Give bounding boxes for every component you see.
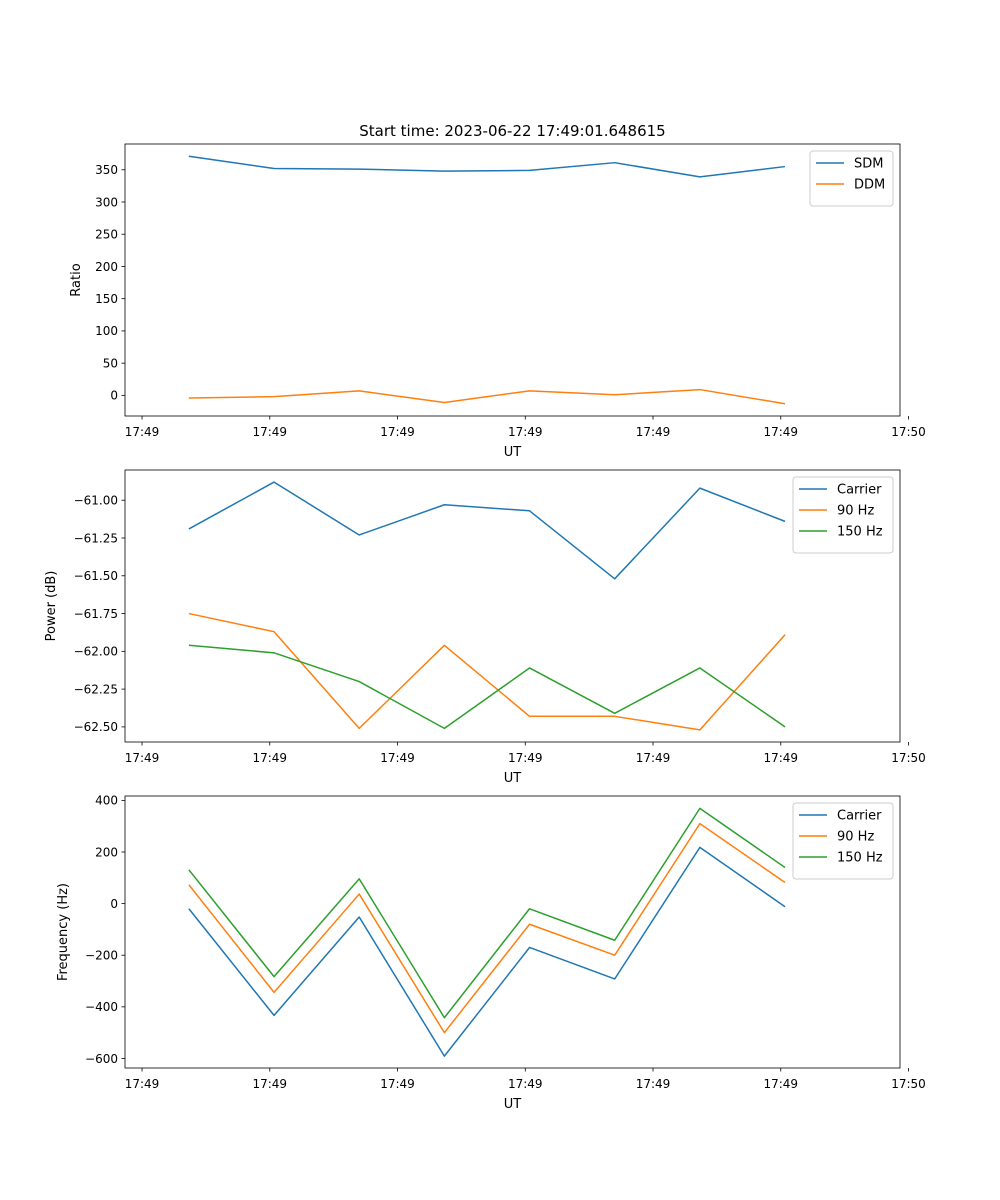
y-tick-label: 0 — [110, 897, 118, 911]
x-tick-label: 17:49 — [125, 425, 160, 439]
y-tick-label: −61.25 — [74, 531, 118, 545]
x-tick-label: 17:49 — [636, 751, 671, 765]
x-axis-label: UT — [504, 771, 522, 786]
figure-title: Start time: 2023-06-22 17:49:01.648615 — [359, 122, 665, 140]
y-tick-label: −200 — [85, 949, 118, 963]
x-tick-label: 17:49 — [252, 425, 287, 439]
legend-label: SDM — [854, 157, 883, 172]
y-tick-label: 100 — [95, 324, 118, 338]
y-tick-label: −600 — [85, 1052, 118, 1066]
y-tick-label: −61.00 — [74, 494, 118, 508]
y-tick-label: 50 — [103, 356, 118, 370]
series-line-carrier — [188, 846, 786, 1057]
legend-label: DDM — [854, 178, 885, 193]
x-tick-label: 17:49 — [763, 425, 798, 439]
y-axis-label: Power (dB) — [44, 571, 59, 642]
panels: 17:49 17:49 17:49 17:49 17:49 17:49 17:50 0 50 10… — [44, 143, 926, 1112]
series-line-sdm — [188, 155, 786, 178]
x-tick-label: 17:49 — [380, 751, 415, 765]
y-tick-label: −400 — [85, 1000, 118, 1014]
x-tick-label: 17:49 — [636, 425, 671, 439]
y-tick-label: 400 — [95, 794, 118, 808]
x-tick-label: 17:49 — [508, 425, 543, 439]
y-tick-label: −61.75 — [74, 607, 118, 621]
legend-box — [792, 476, 894, 554]
x-axis-label: UT — [504, 445, 522, 460]
x-tick-label: 17:50 — [891, 1077, 926, 1091]
chart-panel-1: 17:49 17:49 17:49 17:49 17:49 17:49 17:50 0 50 10… — [69, 143, 926, 460]
x-tick-label: 17:49 — [380, 425, 415, 439]
x-tick-label: 17:49 — [252, 1077, 287, 1091]
series-line-90-hz — [188, 822, 786, 1034]
legend: Carrier 90 Hz 150 Hz — [792, 476, 894, 554]
y-tick-label: −62.00 — [74, 645, 118, 659]
y-tick-label: 250 — [95, 228, 118, 242]
legend-label: Carrier — [837, 483, 882, 498]
legend-box — [792, 802, 894, 880]
x-tick-label: 17:49 — [763, 1077, 798, 1091]
x-tick-label: 17:49 — [125, 1077, 160, 1091]
x-tick-label: 17:49 — [508, 751, 543, 765]
y-tick-label: −62.25 — [74, 682, 118, 696]
series-line-90-hz — [188, 612, 786, 731]
y-tick-label: 0 — [110, 389, 118, 403]
legend-label: 90 Hz — [837, 504, 874, 519]
y-tick-label: 200 — [95, 260, 118, 274]
legend-label: 150 Hz — [837, 851, 883, 866]
legend-label: Carrier — [837, 809, 882, 824]
x-tick-label: 17:50 — [891, 751, 926, 765]
legend: SDM DDM — [809, 150, 894, 207]
x-tick-label: 17:49 — [636, 1077, 671, 1091]
series-line-150-hz — [188, 807, 786, 1019]
y-tick-label: 200 — [95, 845, 118, 859]
y-axis-label: Frequency (Hz) — [56, 883, 71, 981]
legend-label: 150 Hz — [837, 525, 883, 540]
y-axis-label: Ratio — [69, 263, 84, 296]
series-line-ddm — [188, 388, 786, 405]
x-tick-label: 17:49 — [380, 1077, 415, 1091]
x-tick-label: 17:49 — [508, 1077, 543, 1091]
x-tick-label: 17:49 — [252, 751, 287, 765]
y-tick-label: 300 — [95, 195, 118, 209]
axes-frame — [124, 143, 901, 417]
axes-frame — [124, 795, 901, 1069]
legend-box — [809, 150, 894, 207]
legend-label: 90 Hz — [837, 830, 874, 845]
chart-panel-3: 17:49 17:49 17:49 17:49 17:49 17:49 17:50 400 20… — [56, 794, 926, 1112]
legend: Carrier 90 Hz 150 Hz — [792, 802, 894, 880]
x-tick-label: 17:49 — [125, 751, 160, 765]
y-tick-label: −62.50 — [74, 720, 118, 734]
series-line-150-hz — [188, 644, 786, 730]
y-tick-label: 150 — [95, 292, 118, 306]
y-tick-label: −61.50 — [74, 569, 118, 583]
series-line-carrier — [188, 481, 786, 580]
chart-panel-2: 17:49 17:49 17:49 17:49 17:49 17:49 17:50 −61.0… — [44, 469, 926, 786]
y-tick-label: 350 — [95, 163, 118, 177]
x-tick-label: 17:50 — [891, 425, 926, 439]
axes-frame — [124, 469, 901, 743]
x-axis-label: UT — [504, 1097, 522, 1112]
x-tick-label: 17:49 — [763, 751, 798, 765]
